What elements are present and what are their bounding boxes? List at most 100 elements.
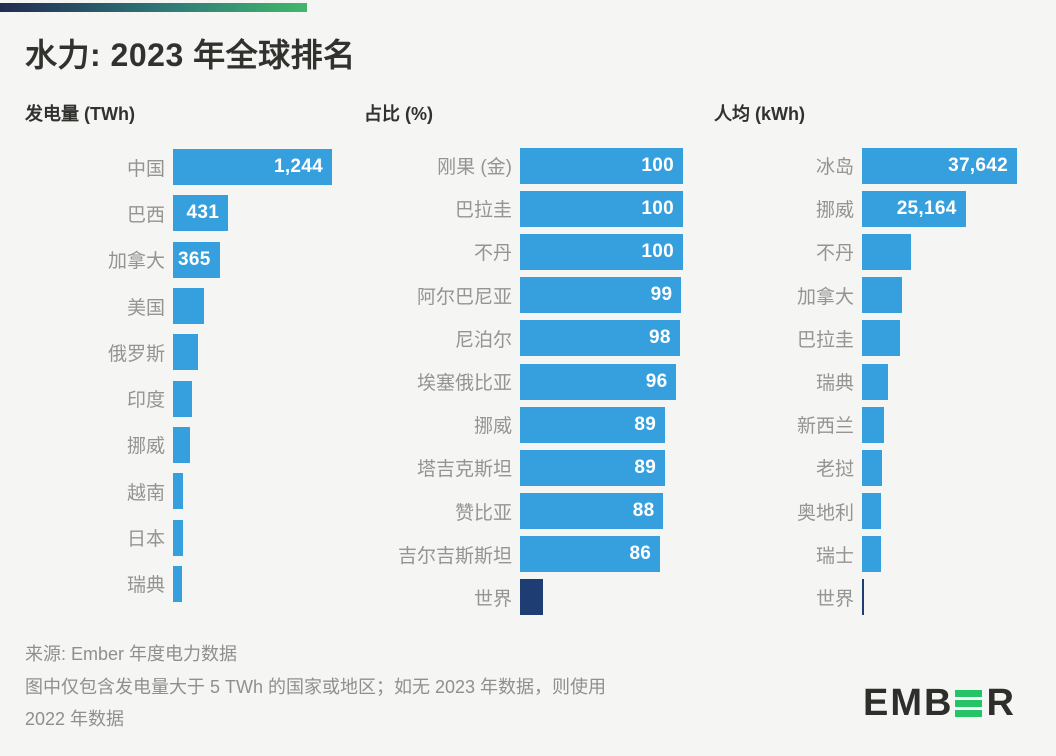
ember-logo: EMB R [863,682,1016,725]
bar-rows: 冰岛 37,642 挪威 25,164 不丹 加拿大 巴拉圭 瑞典 新西兰 老挝 奥地利 瑞士 世界 [714,144,1034,619]
bar-track: 98 [520,320,694,357]
bar-value-label: 100 [641,240,674,262]
bar-value-label: 1,244 [273,156,323,178]
bar-track [862,277,1034,314]
bar-track [173,519,360,556]
bar-value-label: 89 [634,456,657,478]
value-bar: 100 [520,233,683,270]
value-bar: 431 [173,195,229,232]
chart-row: 美国 [25,283,360,329]
bar-track: 99 [520,277,694,314]
chart-row: 中国 1,244 [25,144,360,190]
bar-track: 89 [520,406,694,443]
value-bar: 25,164 [862,190,966,227]
chart-row: 挪威 [25,422,360,468]
value-bar [862,536,881,573]
bar-value-label: 431 [186,202,220,224]
bar-value-label: 25,164 [896,197,957,219]
country-label: 加拿大 [107,251,165,273]
brand-gradient-strip [0,3,307,12]
chart-row: 瑞士 [714,533,1034,576]
chart-row: 塔吉克斯坦 89 [364,446,694,489]
bar-track [862,493,1034,530]
bar-track [173,473,360,510]
chart-row: 赞比亚 88 [364,490,694,533]
value-bar: 37,642 [862,147,1017,184]
chart-row: 挪威 89 [364,403,694,446]
country-label: 老挝 [815,459,854,481]
value-bar [173,565,182,602]
chart-row: 刚果 (金) 100 [364,144,694,187]
bar-track [520,579,694,616]
bar-track [862,579,1034,616]
value-bar [862,449,882,486]
inclusion-note-line-2: 2022 年数据 [25,709,125,729]
bar-value-label: 98 [649,327,671,349]
bar-track [862,233,1034,270]
country-label: 阿尔巴尼亚 [416,286,512,308]
value-bar [173,334,199,371]
source-note: 来源: Ember 年度电力数据 图中仅包含发电量大于 5 TWh 的国家或地区… [25,638,606,736]
country-label: 加拿大 [796,286,854,308]
bar-track [862,406,1034,443]
bar-value-label: 96 [645,370,668,392]
chart-row: 埃塞俄比亚 96 [364,360,694,403]
ember-logo-green-e-icon [955,690,983,717]
per-capita-bar-chart: 人均 (kWh) 冰岛 37,642 挪威 25,164 不丹 加拿大 巴拉圭 瑞典 新西兰 老挝… [714,104,1034,619]
bar-track: 100 [520,233,694,270]
chart-header-share: 占比 (%) [364,104,433,124]
chart-row: 瑞典 [25,561,360,607]
ember-logo-suffix: R [986,682,1016,724]
inclusion-note-line: 图中仅包含发电量大于 5 TWh 的国家或地区；如无 2023 年数据，则使用 [25,676,607,697]
value-bar: 98 [520,320,680,357]
bar-track: 1,244 [173,149,360,186]
bar-track [173,334,360,371]
country-label: 巴西 [126,204,165,226]
country-label: 塔吉克斯坦 [416,459,512,481]
value-bar [862,406,884,443]
value-bar [173,380,193,417]
chart-row: 巴拉圭 [714,317,1034,360]
country-label: 埃塞俄比亚 [416,373,512,395]
chart-row: 加拿大 365 [25,237,360,283]
bar-track: 365 [173,241,360,278]
chart-row: 加拿大 [714,274,1034,317]
world-bar [520,579,543,616]
generation-bar-chart: 发电量 (TWh) 中国 1,244 巴西 431 加拿大 365 美国 俄罗斯 印度 挪威 越南日… [25,104,360,607]
bar-track: 25,164 [862,190,1034,227]
value-bar: 89 [520,449,666,486]
chart-row: 老挝 [714,446,1034,489]
bar-track [173,380,360,417]
country-label: 冰岛 [815,157,854,179]
bar-value-label: 88 [632,500,655,522]
bar-track: 88 [520,493,694,530]
country-label: 印度 [126,390,165,412]
chart-row: 尼泊尔 98 [364,317,694,360]
ember-logo-prefix: EMB [863,682,954,724]
bar-track [173,288,360,325]
chart-row: 吉尔吉斯斯坦 86 [364,533,694,576]
share-bar-chart: 占比 (%) 刚果 (金) 100 巴拉圭 100 不丹 100 阿尔巴尼亚 99 尼泊尔 98 埃… [364,104,694,619]
bar-value-label: 100 [641,197,674,219]
bar-value-label: 365 [178,248,211,270]
value-bar [173,288,204,325]
chart-row: 印度 [25,375,360,421]
bar-track [173,565,360,602]
value-bar [173,519,183,556]
value-bar: 89 [520,406,666,443]
country-label: 巴拉圭 [454,200,512,222]
bar-track: 96 [520,363,694,400]
chart-row: 世界 [714,576,1034,619]
country-label: 中国 [126,158,165,180]
value-bar [862,493,882,530]
bar-value-label: 100 [641,154,674,176]
country-label: 俄罗斯 [107,343,165,365]
value-bar: 96 [520,363,677,400]
value-bar: 365 [173,241,220,278]
chart-row: 瑞典 [714,360,1034,403]
bar-track [862,363,1034,400]
bar-track: 86 [520,536,694,573]
chart-row: 奥地利 [714,490,1034,533]
country-label: 世界 [815,588,854,610]
bar-track: 431 [173,195,360,232]
